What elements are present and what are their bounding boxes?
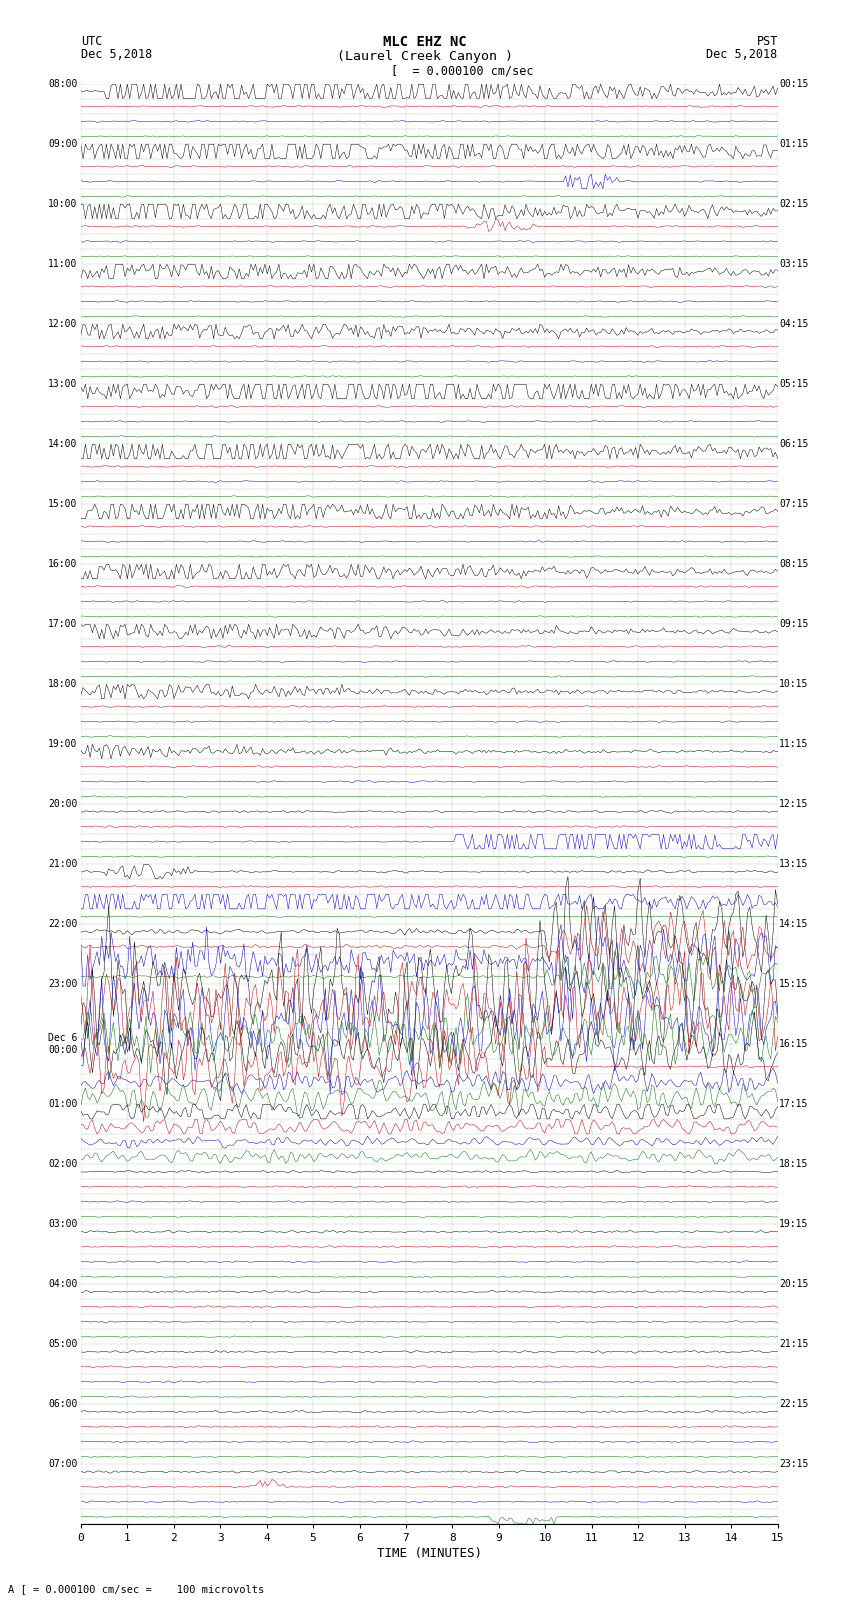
Text: 05:15: 05:15 bbox=[779, 379, 808, 389]
Text: 01:15: 01:15 bbox=[779, 139, 808, 148]
Text: 07:00: 07:00 bbox=[48, 1460, 77, 1469]
Text: 17:15: 17:15 bbox=[779, 1098, 808, 1110]
Text: 06:00: 06:00 bbox=[48, 1398, 77, 1410]
Text: PST: PST bbox=[756, 35, 778, 48]
X-axis label: TIME (MINUTES): TIME (MINUTES) bbox=[377, 1547, 482, 1560]
Text: A [ = 0.000100 cm/sec =    100 microvolts: A [ = 0.000100 cm/sec = 100 microvolts bbox=[8, 1584, 264, 1594]
Text: 11:00: 11:00 bbox=[48, 260, 77, 269]
Text: (Laurel Creek Canyon ): (Laurel Creek Canyon ) bbox=[337, 50, 513, 63]
Text: 20:00: 20:00 bbox=[48, 798, 77, 810]
Text: [  = 0.000100 cm/sec: [ = 0.000100 cm/sec bbox=[391, 65, 534, 77]
Text: 23:15: 23:15 bbox=[779, 1460, 808, 1469]
Text: Dec 5,2018: Dec 5,2018 bbox=[706, 48, 778, 61]
Text: 03:15: 03:15 bbox=[779, 260, 808, 269]
Text: 06:15: 06:15 bbox=[779, 439, 808, 448]
Text: 04:15: 04:15 bbox=[779, 319, 808, 329]
Text: 04:00: 04:00 bbox=[48, 1279, 77, 1289]
Text: 20:15: 20:15 bbox=[779, 1279, 808, 1289]
Text: 01:00: 01:00 bbox=[48, 1098, 77, 1110]
Text: 16:00: 16:00 bbox=[48, 560, 77, 569]
Text: 07:15: 07:15 bbox=[779, 498, 808, 510]
Text: 21:00: 21:00 bbox=[48, 860, 77, 869]
Text: 11:15: 11:15 bbox=[779, 739, 808, 748]
Text: 02:15: 02:15 bbox=[779, 198, 808, 210]
Text: 08:00: 08:00 bbox=[48, 79, 77, 89]
Text: 14:00: 14:00 bbox=[48, 439, 77, 448]
Text: 13:15: 13:15 bbox=[779, 860, 808, 869]
Text: 22:00: 22:00 bbox=[48, 919, 77, 929]
Text: 03:00: 03:00 bbox=[48, 1219, 77, 1229]
Text: 00:15: 00:15 bbox=[779, 79, 808, 89]
Text: 10:15: 10:15 bbox=[779, 679, 808, 689]
Text: 15:00: 15:00 bbox=[48, 498, 77, 510]
Text: Dec 6
00:00: Dec 6 00:00 bbox=[48, 1034, 77, 1055]
Text: Dec 5,2018: Dec 5,2018 bbox=[81, 48, 152, 61]
Text: 12:00: 12:00 bbox=[48, 319, 77, 329]
Text: 10:00: 10:00 bbox=[48, 198, 77, 210]
Text: MLC EHZ NC: MLC EHZ NC bbox=[383, 35, 467, 50]
Text: 16:15: 16:15 bbox=[779, 1039, 808, 1048]
Text: 14:15: 14:15 bbox=[779, 919, 808, 929]
Text: 05:00: 05:00 bbox=[48, 1339, 77, 1348]
Text: 19:00: 19:00 bbox=[48, 739, 77, 748]
Text: 17:00: 17:00 bbox=[48, 619, 77, 629]
Text: 23:00: 23:00 bbox=[48, 979, 77, 989]
Text: 09:15: 09:15 bbox=[779, 619, 808, 629]
Text: 18:15: 18:15 bbox=[779, 1160, 808, 1169]
Text: 19:15: 19:15 bbox=[779, 1219, 808, 1229]
Text: 21:15: 21:15 bbox=[779, 1339, 808, 1348]
Text: 09:00: 09:00 bbox=[48, 139, 77, 148]
Text: 12:15: 12:15 bbox=[779, 798, 808, 810]
Text: 02:00: 02:00 bbox=[48, 1160, 77, 1169]
Text: 15:15: 15:15 bbox=[779, 979, 808, 989]
Text: 08:15: 08:15 bbox=[779, 560, 808, 569]
Text: 22:15: 22:15 bbox=[779, 1398, 808, 1410]
Text: 18:00: 18:00 bbox=[48, 679, 77, 689]
Text: 13:00: 13:00 bbox=[48, 379, 77, 389]
Text: UTC: UTC bbox=[81, 35, 102, 48]
